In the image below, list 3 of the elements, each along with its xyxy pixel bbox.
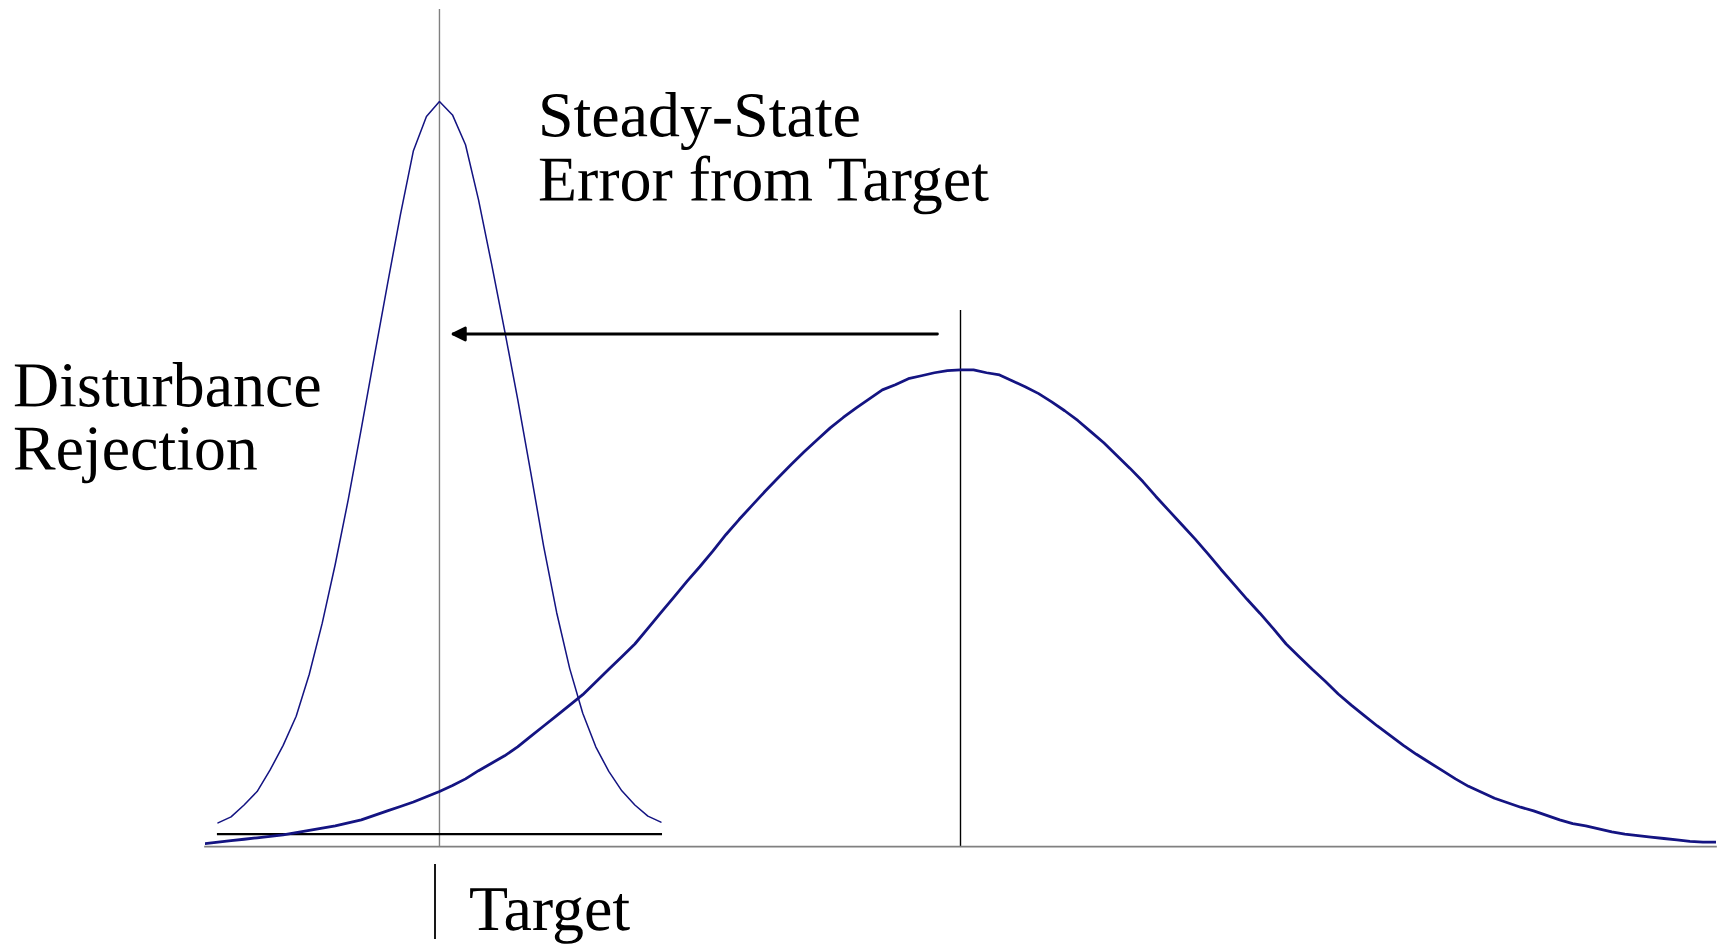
annotation: Steady-State Error from Target <box>539 92 989 215</box>
annotation: Disturbance Rejection <box>14 362 320 484</box>
text: Target <box>470 888 630 944</box>
